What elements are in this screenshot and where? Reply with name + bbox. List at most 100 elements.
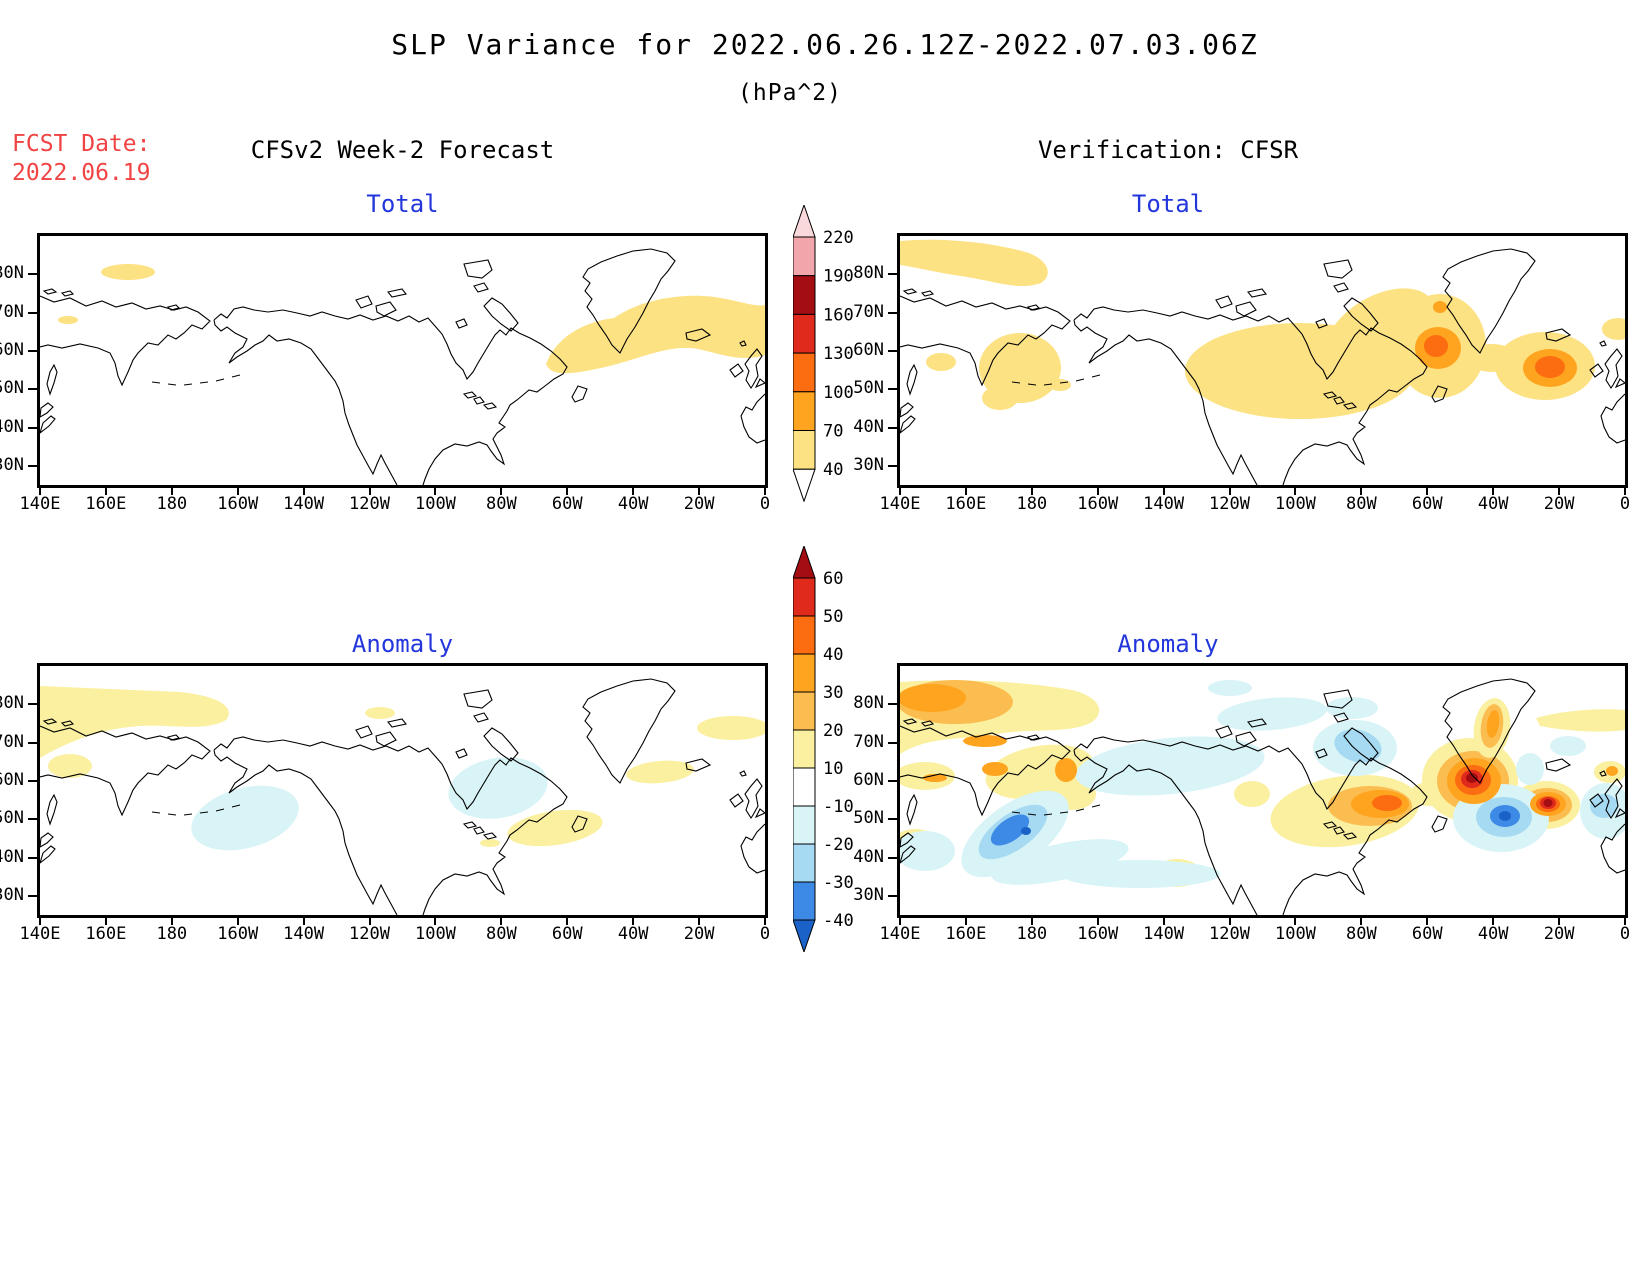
lon-label: 140E: [19, 494, 61, 514]
lat-tick: [888, 273, 897, 276]
svg-text:-30: -30: [823, 873, 854, 893]
svg-text:70: 70: [823, 422, 843, 442]
lon-label: 60W: [551, 924, 583, 944]
lon-tick: [964, 916, 967, 925]
lon-tick: [434, 486, 437, 495]
lat-label: 30N: [853, 454, 884, 475]
lon-tick: [1030, 486, 1033, 495]
lon-tick: [764, 916, 766, 925]
lat-tick: [888, 703, 897, 706]
lon-label: 160E: [945, 924, 987, 944]
lon-label: 160W: [217, 924, 259, 944]
lat-label: 60N: [0, 339, 24, 360]
shading-forecast-anomaly: [40, 686, 765, 851]
lon-label: 40W: [1477, 494, 1509, 514]
svg-text:40: 40: [823, 645, 843, 665]
lon-tick: [170, 916, 173, 925]
lon-tick: [566, 916, 569, 925]
panel-verification-anomaly: Anomaly: [853, 630, 1630, 944]
shading-forecast-total: [58, 264, 765, 374]
lon-tick: [1426, 916, 1429, 925]
lon-tick: [698, 486, 701, 495]
lon-label: 120W: [1209, 924, 1250, 944]
lon-label: 140W: [283, 494, 325, 514]
lon-label: 60W: [551, 494, 583, 514]
map-forecast-anomaly: [37, 663, 768, 918]
lat-tick: [888, 818, 897, 821]
lon-tick: [1492, 916, 1495, 925]
lon-label: 120W: [349, 494, 390, 514]
page-subtitle: (hPa^2): [738, 80, 842, 106]
lon-tick: [39, 486, 41, 495]
lon-label: 160W: [1077, 494, 1119, 514]
lon-label: 180: [1016, 924, 1048, 944]
shading-verification-anomaly: [900, 680, 1625, 888]
map-verification-total: [897, 233, 1628, 488]
lat-label: 60N: [853, 769, 884, 790]
lon-tick: [1096, 916, 1099, 925]
lon-tick: [368, 486, 371, 495]
lon-label: 120W: [349, 924, 390, 944]
panel-title-forecast-total: Total: [366, 190, 439, 218]
lat-tick: [28, 388, 37, 391]
lon-label: 0: [759, 924, 771, 944]
panel-forecast-total: Total 80N 70N 60N 50N 40N 30N 140E 160E 180 160W 1…: [0, 190, 770, 514]
lat-tick: [28, 894, 37, 897]
lon-label: 140W: [1143, 924, 1185, 944]
page-title: SLP Variance for 2022.06.26.12Z-2022.07.…: [391, 28, 1259, 61]
lon-tick: [1162, 916, 1165, 925]
svg-text:20: 20: [823, 721, 843, 741]
lat-tick: [28, 349, 37, 352]
lat-label: 30N: [0, 884, 24, 905]
lon-tick: [1426, 486, 1429, 495]
lat-label: 60N: [853, 339, 884, 360]
lon-label: 140E: [879, 924, 921, 944]
lon-tick: [368, 916, 371, 925]
lon-tick: [764, 486, 766, 495]
lon-label: 120W: [1209, 494, 1250, 514]
panel-title-forecast-anomaly: Anomaly: [351, 630, 454, 658]
map-verification-anomaly: [897, 663, 1628, 918]
lon-tick: [302, 486, 305, 495]
lon-label: 100W: [414, 494, 456, 514]
svg-text:60: 60: [823, 569, 843, 589]
lon-label: 140E: [19, 924, 61, 944]
lon-label: 40W: [617, 494, 649, 514]
forecast-date: FCST Date: 2022.06.19: [12, 130, 150, 188]
lat-label: 80N: [0, 693, 24, 714]
column-header-forecast: CFSv2 Week-2 Forecast: [250, 136, 555, 164]
lat-label: 60N: [0, 769, 24, 790]
svg-text:-10: -10: [823, 797, 854, 817]
colorbar-svg: 220 190 160 130 100 70 40: [792, 203, 854, 503]
lon-label: 80W: [486, 924, 517, 944]
svg-text:-20: -20: [823, 835, 854, 855]
lat-tick: [888, 894, 897, 897]
lon-tick: [632, 916, 635, 925]
forecast-date-label: FCST Date:: [12, 131, 151, 157]
lon-label: 100W: [414, 924, 456, 944]
lon-label: 160W: [217, 494, 259, 514]
lat-label: 70N: [0, 301, 24, 322]
lon-label: 40W: [1477, 924, 1509, 944]
map-svg-verification-total: [900, 239, 1625, 485]
lon-tick: [434, 916, 437, 925]
svg-text:100: 100: [823, 383, 854, 403]
lat-tick: [888, 741, 897, 744]
lon-label: 20W: [1543, 494, 1575, 514]
svg-text:160: 160: [823, 305, 854, 325]
map-svg-verification-anomaly: [900, 678, 1625, 915]
svg-text:30: 30: [823, 683, 843, 703]
lon-label: 180: [156, 924, 188, 944]
lon-tick: [500, 916, 503, 925]
lon-tick: [500, 486, 503, 495]
lon-label: 80W: [1346, 494, 1377, 514]
lon-tick: [1492, 486, 1495, 495]
lon-tick: [1624, 486, 1626, 495]
lon-tick: [1228, 916, 1231, 925]
lon-label: 40W: [617, 924, 649, 944]
shading-verification-total: [900, 239, 1625, 419]
lon-tick: [1360, 916, 1363, 925]
lat-tick: [888, 311, 897, 314]
lat-label: 40N: [853, 846, 884, 867]
lat-tick: [888, 779, 897, 782]
